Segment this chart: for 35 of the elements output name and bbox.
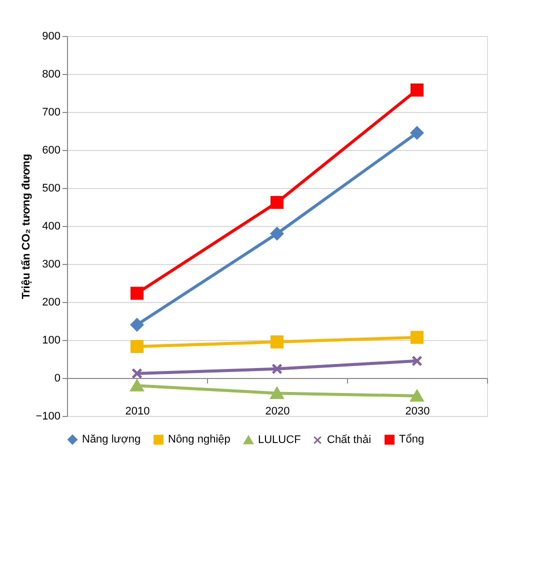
legend-label: Năng lượng xyxy=(82,434,141,446)
point xyxy=(130,340,144,353)
y-tick-label: 600 xyxy=(42,144,60,156)
point xyxy=(272,363,282,374)
legend-label: Chất thải xyxy=(327,434,372,446)
y-tick-label: 700 xyxy=(42,106,60,118)
y-tick-label: 200 xyxy=(42,296,60,308)
point xyxy=(130,380,144,392)
point xyxy=(410,126,424,140)
point xyxy=(410,330,424,344)
legend-label: LULUCF xyxy=(258,434,302,446)
point xyxy=(410,83,424,96)
legend-label: Nông nghiệp xyxy=(168,434,230,446)
point xyxy=(130,318,144,332)
y-tick-label: 300 xyxy=(42,258,60,270)
point xyxy=(270,227,284,240)
point xyxy=(132,368,142,379)
point xyxy=(270,196,284,209)
y-tick-label: 0 xyxy=(54,372,60,384)
y-axis-title: Triệu tấn CO₂ tương đương xyxy=(20,154,33,300)
legend-label: Tổng xyxy=(399,434,424,446)
y-tick-label: 900 xyxy=(42,30,60,42)
y-tick-label: 800 xyxy=(42,68,60,80)
point xyxy=(410,390,424,402)
y-tick-label: −100 xyxy=(36,410,60,422)
x-tick-label: 2010 xyxy=(125,406,150,418)
point xyxy=(412,355,422,366)
point xyxy=(130,286,144,300)
x-tick-label: 2030 xyxy=(405,406,430,418)
point xyxy=(270,387,284,399)
y-tick-label: 500 xyxy=(42,182,60,194)
x-tick-label: 2020 xyxy=(265,406,290,418)
point xyxy=(270,335,284,348)
y-tick-label: 100 xyxy=(42,334,60,346)
y-tick-label: 400 xyxy=(42,220,60,232)
